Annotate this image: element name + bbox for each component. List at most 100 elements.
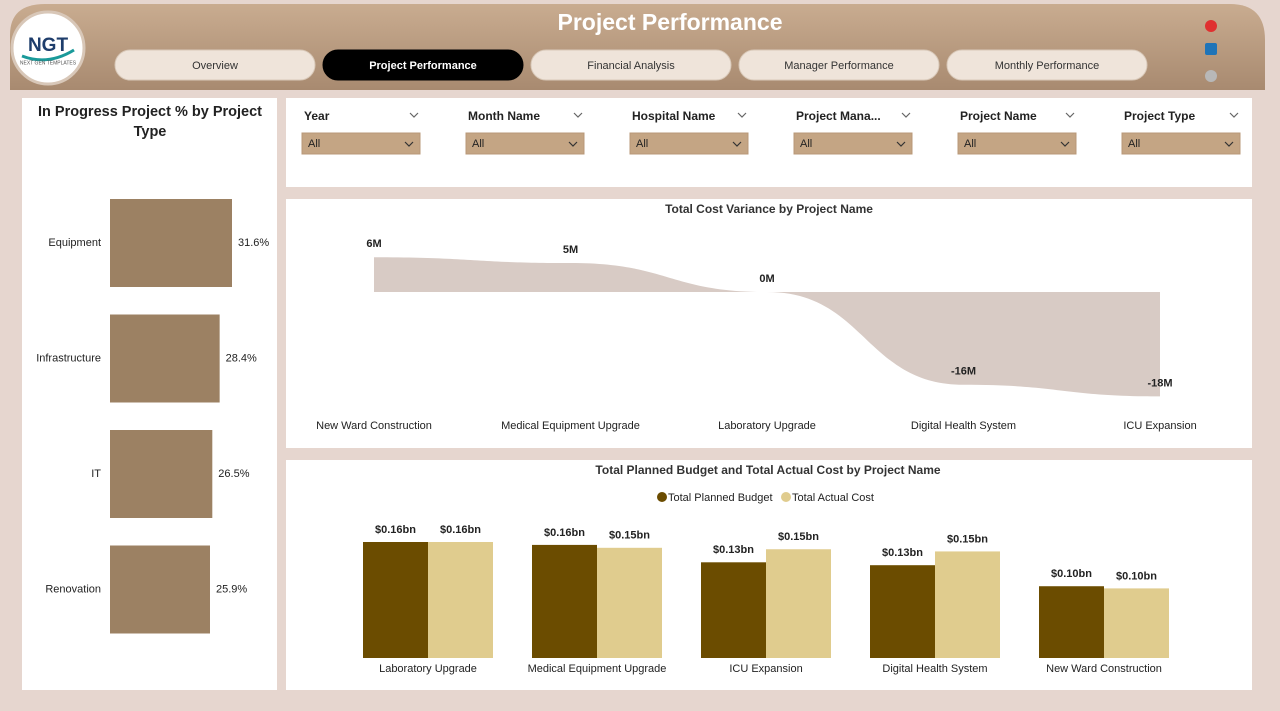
legend-marker xyxy=(781,492,791,502)
data-label: 28.4% xyxy=(226,352,257,364)
filter-value[interactable]: All xyxy=(308,138,320,150)
chart-title: Total Planned Budget and Total Actual Co… xyxy=(595,463,940,477)
icon-web[interactable] xyxy=(1205,70,1217,82)
filter-dropdown[interactable] xyxy=(465,132,585,155)
chevron xyxy=(896,141,906,147)
bar xyxy=(110,545,210,634)
chevron xyxy=(737,112,747,118)
filter-label: Hospital Name xyxy=(632,109,716,123)
nav-tab[interactable] xyxy=(738,49,940,81)
filter-value[interactable]: All xyxy=(800,138,812,150)
logo-text: NGT xyxy=(28,35,69,56)
data-label: 25.9% xyxy=(216,583,247,595)
nav-tab-label[interactable]: Overview xyxy=(192,60,238,72)
chevron xyxy=(1224,141,1234,147)
nav-tab-label[interactable]: Financial Analysis xyxy=(587,60,675,72)
filter-value[interactable]: All xyxy=(636,138,648,150)
data-label: $0.10bn xyxy=(1051,568,1092,580)
data-label: 5M xyxy=(563,244,578,256)
filter-dropdown[interactable] xyxy=(957,132,1077,155)
x-tick-label: Digital Health System xyxy=(882,663,987,675)
data-label: 6M xyxy=(366,238,381,250)
bar xyxy=(532,544,597,658)
data-label: $0.13bn xyxy=(713,544,754,556)
bar xyxy=(766,549,831,658)
data-label: -18M xyxy=(1147,377,1172,389)
x-tick-label: Medical Equipment Upgrade xyxy=(528,663,667,675)
nav-tab[interactable] xyxy=(530,49,732,81)
filter-label: Project Name xyxy=(960,109,1037,123)
x-tick-label: Laboratory Upgrade xyxy=(379,663,477,675)
filter-value[interactable]: All xyxy=(1128,138,1140,150)
bar xyxy=(110,199,232,287)
chevron xyxy=(409,112,419,118)
filter-dropdown[interactable] xyxy=(793,132,913,155)
x-tick-label: New Ward Construction xyxy=(316,420,432,432)
filter-label: Project Type xyxy=(1124,109,1195,123)
nav-tab-label[interactable]: Project Performance xyxy=(369,60,477,72)
chevron xyxy=(901,112,911,118)
bar xyxy=(597,547,662,658)
nav-tab[interactable] xyxy=(946,49,1148,81)
filter-dropdown[interactable] xyxy=(629,132,749,155)
bar xyxy=(1039,586,1104,658)
nav-tab-label[interactable]: Monthly Performance xyxy=(995,60,1100,72)
area xyxy=(374,257,1160,397)
icon-youtube[interactable] xyxy=(1205,20,1217,32)
filter-value[interactable]: All xyxy=(472,138,484,150)
legend-label: Total Actual Cost xyxy=(792,492,874,504)
filter-label: Year xyxy=(304,109,330,123)
chart-title: Total Cost Variance by Project Name xyxy=(665,202,873,216)
data-label: $0.15bn xyxy=(778,531,819,543)
y-tick-label: Equipment xyxy=(48,237,101,249)
logo-circle xyxy=(10,10,86,86)
x-tick-label: Laboratory Upgrade xyxy=(718,420,816,432)
bar xyxy=(110,430,213,518)
filter-label: Project Mana... xyxy=(796,109,881,123)
filter-panel xyxy=(286,98,1252,187)
chart-title: In Progress Project % by Project Type xyxy=(37,104,263,140)
filter-dropdown[interactable] xyxy=(301,132,421,155)
nav-tab[interactable] xyxy=(322,49,524,81)
data-label: $0.16bn xyxy=(375,524,416,536)
data-label: 26.5% xyxy=(218,468,249,480)
filter-dropdown[interactable] xyxy=(1121,132,1241,155)
y-tick-label: Infrastructure xyxy=(36,352,101,364)
bar xyxy=(363,542,428,658)
nav-tab-label[interactable]: Manager Performance xyxy=(784,60,893,72)
data-label: -16M xyxy=(951,366,976,378)
data-label: $0.16bn xyxy=(544,527,585,539)
x-tick-label: ICU Expansion xyxy=(1123,420,1196,432)
data-label: $0.16bn xyxy=(440,524,481,536)
bar xyxy=(701,562,766,658)
chevron xyxy=(404,141,414,147)
y-tick-label: IT xyxy=(91,468,101,480)
bar xyxy=(110,314,220,403)
icon-linkedin[interactable] xyxy=(1205,43,1217,55)
data-label: 31.6% xyxy=(238,237,269,249)
y-tick-label: Renovation xyxy=(45,583,101,595)
chevron xyxy=(1060,141,1070,147)
x-tick-label: Medical Equipment Upgrade xyxy=(501,420,640,432)
bar xyxy=(935,551,1000,658)
nav-tab[interactable] xyxy=(114,49,316,81)
chevron xyxy=(568,141,578,147)
x-tick-label: Digital Health System xyxy=(911,420,1016,432)
data-label: $0.15bn xyxy=(609,530,650,542)
filter-label: Month Name xyxy=(468,109,540,123)
data-label: $0.15bn xyxy=(947,533,988,545)
data-label: $0.10bn xyxy=(1116,570,1157,582)
bar xyxy=(1104,588,1169,658)
data-label: $0.13bn xyxy=(882,547,923,559)
chevron xyxy=(732,141,742,147)
x-tick-label: New Ward Construction xyxy=(1046,663,1162,675)
logo-swoosh xyxy=(21,48,75,62)
filter-value[interactable]: All xyxy=(964,138,976,150)
legend-label: Total Planned Budget xyxy=(668,492,773,504)
chevron xyxy=(1229,112,1239,118)
legend-marker xyxy=(657,492,667,502)
page-title: Project Performance xyxy=(558,9,783,35)
bar xyxy=(428,542,493,658)
